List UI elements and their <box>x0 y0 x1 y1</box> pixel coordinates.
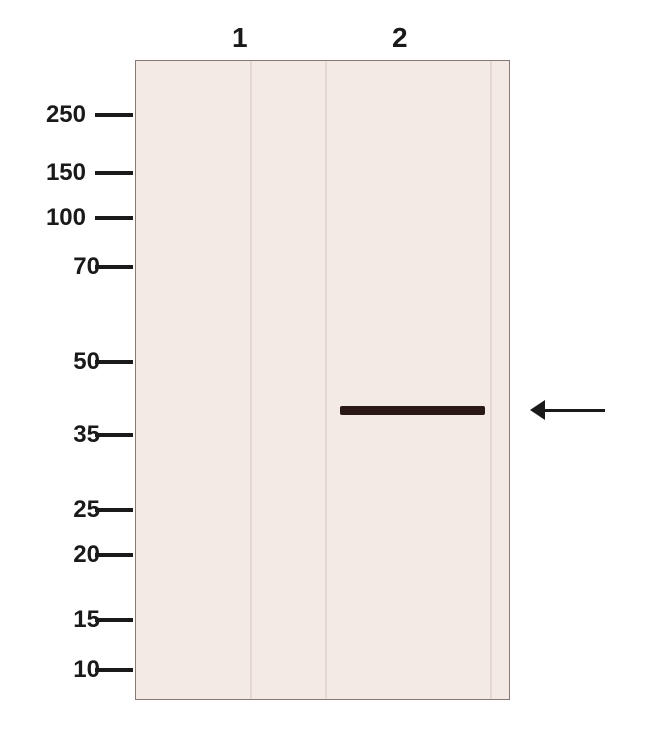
protein-band-lane-2 <box>340 406 485 415</box>
mw-marker-label: 15 <box>44 606 100 634</box>
mw-marker-label: 50 <box>44 348 100 376</box>
mw-marker-tick <box>95 668 133 672</box>
mw-marker-tick <box>95 433 133 437</box>
mw-marker-label: 150 <box>30 159 86 187</box>
mw-marker-label: 35 <box>44 421 100 449</box>
blot-vertical-streak <box>325 60 327 700</box>
blot-vertical-streak <box>490 60 492 700</box>
mw-marker-tick <box>95 508 133 512</box>
mw-marker-tick <box>95 553 133 557</box>
mw-marker-tick <box>95 113 133 117</box>
lane-label-2: 2 <box>392 22 408 54</box>
band-arrow-line <box>545 409 605 412</box>
mw-marker-tick <box>95 618 133 622</box>
mw-marker-tick <box>95 216 133 220</box>
mw-marker-label: 100 <box>30 204 86 232</box>
mw-marker-label: 10 <box>44 656 100 684</box>
western-blot-figure: 1 2 250 150 100 70 50 35 25 20 15 10 <box>0 0 650 732</box>
mw-marker-tick <box>95 265 133 269</box>
mw-marker-label: 70 <box>44 253 100 281</box>
band-arrow-head <box>530 400 545 420</box>
mw-marker-tick <box>95 360 133 364</box>
blot-vertical-streak <box>250 60 252 700</box>
blot-membrane <box>135 60 510 700</box>
mw-marker-label: 25 <box>44 496 100 524</box>
mw-marker-label: 250 <box>30 101 86 129</box>
mw-marker-tick <box>95 171 133 175</box>
lane-label-1: 1 <box>232 22 248 54</box>
mw-marker-label: 20 <box>44 541 100 569</box>
